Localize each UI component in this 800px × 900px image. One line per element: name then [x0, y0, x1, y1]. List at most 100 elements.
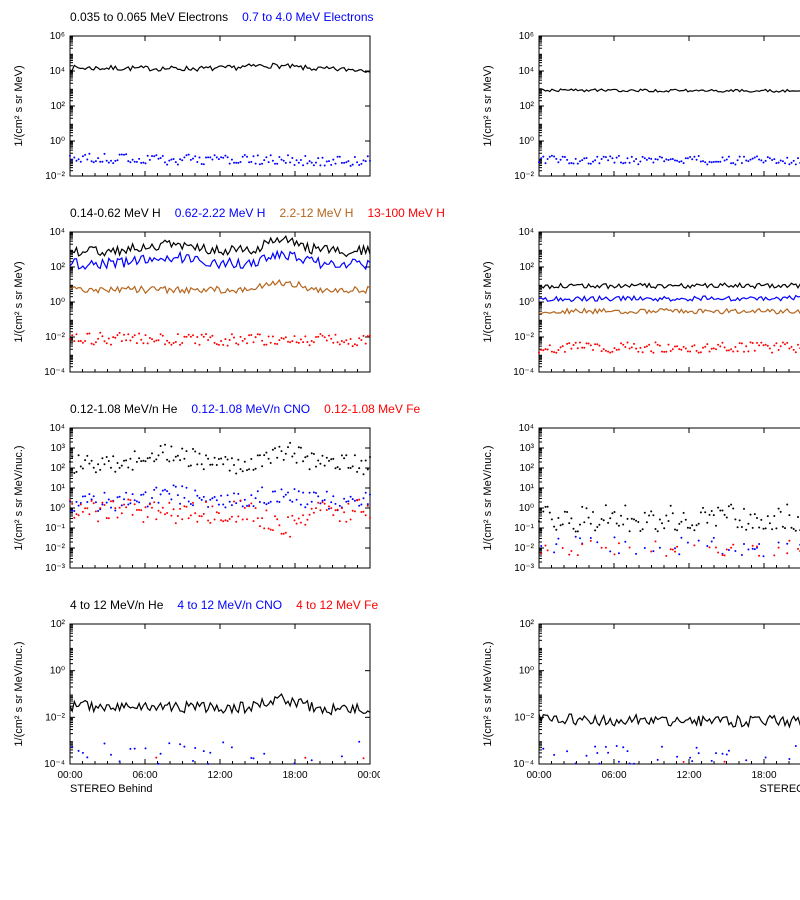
series-point	[298, 446, 300, 448]
series-point	[328, 160, 330, 162]
legend-item: 0.62-2.22 MeV H	[175, 206, 266, 220]
series-point	[369, 494, 371, 496]
series-point	[682, 346, 684, 348]
series-point	[764, 757, 766, 759]
series-point	[704, 511, 706, 513]
series-point	[603, 156, 605, 158]
series-point	[304, 456, 306, 458]
series-point	[594, 529, 596, 531]
series-point	[209, 156, 211, 158]
series-point	[300, 504, 302, 506]
series-point	[82, 752, 84, 754]
series-point	[544, 545, 546, 547]
series-point	[330, 458, 332, 460]
series-point	[613, 536, 615, 538]
series-point	[616, 745, 618, 747]
series-point	[220, 519, 222, 521]
series-point	[272, 336, 274, 338]
series-point	[125, 459, 127, 461]
series-point	[166, 490, 168, 492]
series-point	[717, 552, 719, 554]
series-point	[743, 351, 745, 353]
ytick-label: 10²	[51, 101, 66, 112]
series-point	[188, 517, 190, 519]
y-axis-label: 1/(cm² s sr MeV)	[13, 65, 25, 146]
series-point	[566, 343, 568, 345]
series-point	[99, 507, 101, 509]
series-point	[670, 505, 672, 507]
series-point	[549, 344, 551, 346]
series-point	[233, 492, 235, 494]
series-point	[771, 352, 773, 354]
series-point	[265, 503, 267, 505]
series-point	[224, 519, 226, 521]
series-point	[179, 344, 181, 346]
series-point	[557, 538, 559, 540]
series-point	[140, 162, 142, 164]
series-point	[233, 464, 235, 466]
series-point	[756, 546, 758, 548]
series-point	[646, 521, 648, 523]
legend-item: 0.12-1.08 MeV/n He	[70, 402, 177, 416]
series-point	[177, 494, 179, 496]
series-point	[250, 757, 252, 759]
series-point	[311, 340, 313, 342]
series-point	[110, 500, 112, 502]
series-point	[598, 345, 600, 347]
series-point	[302, 164, 304, 166]
series-point	[95, 501, 97, 503]
series-point	[287, 492, 289, 494]
series-point	[155, 154, 157, 156]
series-point	[106, 517, 108, 519]
series-point	[590, 344, 592, 346]
series-point	[367, 155, 369, 157]
series-point	[572, 528, 574, 530]
series-point	[695, 159, 697, 161]
series-point	[160, 157, 162, 159]
series-point	[300, 447, 302, 449]
series-point	[149, 457, 151, 459]
series-line	[539, 89, 800, 92]
series-point	[216, 499, 218, 501]
series-point	[104, 463, 106, 465]
series-point	[173, 459, 175, 461]
series-line	[70, 694, 370, 715]
series-point	[631, 346, 633, 348]
series-point	[291, 515, 293, 517]
series-point	[151, 452, 153, 454]
series-point	[304, 335, 306, 337]
series-point	[134, 450, 136, 452]
series-point	[706, 522, 708, 524]
series-point	[99, 469, 101, 471]
series-point	[719, 161, 721, 163]
series-point	[229, 339, 231, 341]
series-point	[678, 553, 680, 555]
series-point	[747, 549, 749, 551]
series-point	[715, 752, 717, 754]
series-point	[360, 511, 362, 513]
series-point	[186, 450, 188, 452]
series-point	[289, 442, 291, 444]
series-point	[756, 517, 758, 519]
series-point	[654, 158, 656, 160]
series-point	[747, 160, 749, 162]
series-point	[749, 341, 751, 343]
series-point	[594, 159, 596, 161]
series-point	[231, 457, 233, 459]
series-point	[618, 761, 620, 763]
series-point	[713, 347, 715, 349]
series-point	[657, 159, 659, 161]
series-point	[192, 504, 194, 506]
series-point	[237, 344, 239, 346]
ytick-label: 10⁰	[50, 136, 65, 147]
series-point	[177, 164, 179, 166]
series-point	[360, 504, 362, 506]
series-point	[702, 507, 704, 509]
series-point	[248, 468, 250, 470]
series-point	[220, 458, 222, 460]
series-point	[790, 346, 792, 348]
series-point	[179, 158, 181, 160]
series-point	[199, 515, 201, 517]
series-point	[644, 547, 646, 549]
series-point	[667, 159, 669, 161]
